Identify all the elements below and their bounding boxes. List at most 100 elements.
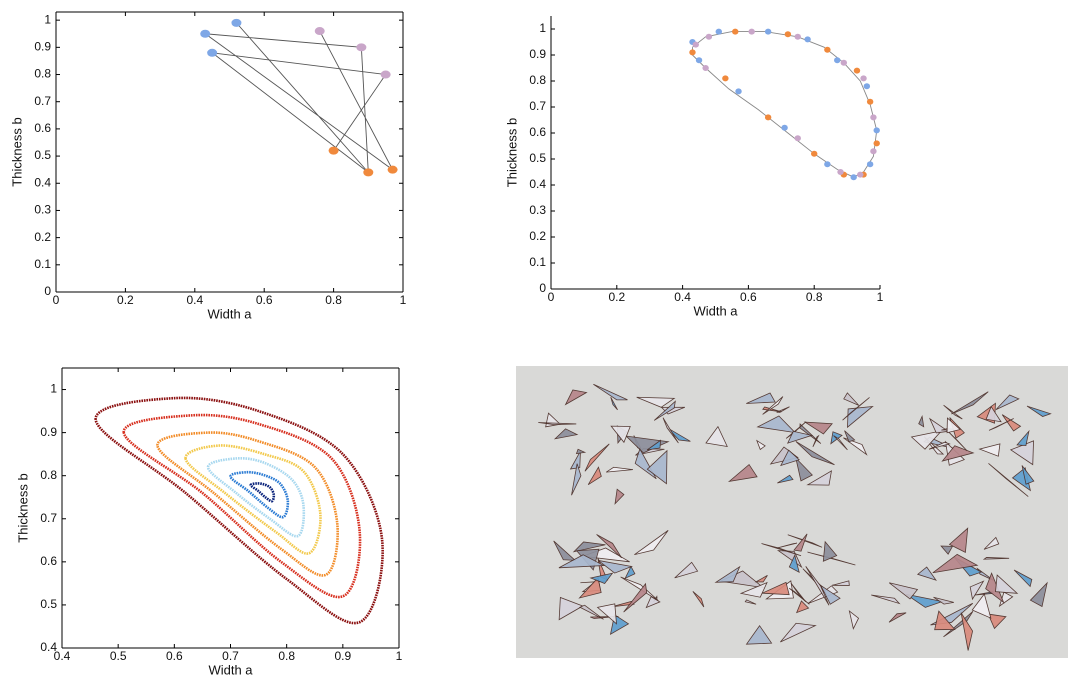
y-tick-label: 0 [44, 284, 51, 298]
photo-facet [933, 596, 954, 605]
photo-facet [692, 591, 705, 608]
photo-facet [744, 599, 757, 605]
photo-facet [969, 580, 985, 601]
y-tick-label: 0.1 [529, 255, 546, 269]
photo-facet [819, 584, 841, 605]
point [764, 114, 772, 121]
point [870, 148, 877, 155]
photo-facet [569, 450, 581, 470]
point [380, 70, 391, 79]
photo-facet [960, 612, 974, 651]
photo-facet [1029, 581, 1048, 608]
y-tick-label: 0.7 [40, 511, 57, 525]
curve [94, 396, 384, 625]
photo-facet [636, 396, 676, 408]
y-tick-label: 0.7 [529, 99, 546, 113]
photo-facet [844, 430, 856, 443]
photo-facet [571, 463, 582, 496]
point [784, 31, 792, 38]
photo-facet [982, 557, 1010, 560]
photo-facet [564, 389, 588, 406]
y-axis-label: Thickness b [15, 473, 30, 542]
x-tick-label: 0.9 [334, 649, 351, 663]
point [748, 28, 755, 35]
x-tick-label: 0.2 [608, 290, 625, 304]
point [695, 57, 703, 64]
photo-facet [988, 418, 1014, 431]
y-tick-label: 1 [50, 382, 57, 396]
point [834, 57, 841, 64]
y-tick-label: 0.5 [40, 597, 57, 611]
y-tick-label: 0.8 [34, 67, 51, 81]
point [356, 43, 367, 52]
photo-facet [988, 463, 1029, 497]
point [873, 127, 880, 134]
x-tick-label: 0 [548, 290, 555, 304]
y-tick-label: 0.2 [529, 229, 546, 243]
point [715, 28, 722, 35]
photo-facet [538, 422, 577, 426]
photo-facet [558, 596, 584, 621]
photo-facet [762, 406, 782, 413]
x-tick-label: 0.4 [186, 293, 203, 307]
photo-facet [780, 622, 817, 643]
photo-facet [558, 554, 606, 569]
x-tick-label: 0.6 [166, 649, 183, 663]
chart: 0 0.2 0.4 0.6 0.8 1 0 0.1 0.2 0.3 0.4 0.5 0.6 0.7 0.8 0… [504, 16, 884, 318]
photo-facet [928, 441, 951, 450]
photo-facet [553, 428, 579, 440]
photo-facet [788, 554, 800, 573]
point [837, 169, 844, 175]
photo-facet [787, 430, 814, 444]
y-tick-label: 0.3 [529, 203, 546, 217]
point [811, 150, 818, 157]
photo-facet [934, 610, 956, 631]
y-tick-label: 0.8 [40, 468, 57, 482]
photo-facet [1016, 429, 1030, 447]
chart: 0.4 0.5 0.6 0.7 0.8 0.9 1 0.4 0.5 0.6 0.7 0.8 0.9 1 Wi… [15, 367, 403, 677]
photo-facet [756, 439, 766, 451]
photo-facet [812, 434, 820, 448]
x-tick-label: 1 [396, 649, 403, 663]
photo-facet [777, 474, 794, 484]
photo-facet [761, 543, 802, 557]
curve [206, 456, 306, 538]
point [824, 161, 831, 168]
photo-facet [756, 415, 797, 434]
point [824, 46, 831, 53]
y-tick-label: 0.7 [34, 94, 51, 108]
photo-facet [888, 582, 919, 600]
photo-facet [614, 488, 625, 505]
photo-facet [596, 534, 622, 559]
y-tick-label: 1 [539, 21, 546, 35]
photo-facet [739, 581, 768, 598]
point [794, 135, 801, 142]
x-tick-label: 0.6 [740, 290, 757, 304]
x-tick-label: 1 [877, 290, 884, 304]
photo-facet [888, 612, 907, 623]
x-tick-label: 0.4 [54, 649, 71, 663]
x-tick-label: 0.6 [256, 293, 273, 307]
point [314, 27, 325, 36]
point [732, 28, 739, 35]
y-axis-label: Thickness b [504, 118, 519, 187]
photo-facet [572, 541, 606, 553]
y-tick-label: 0.8 [529, 73, 546, 87]
photo [516, 366, 1068, 658]
photo-facet [995, 574, 1019, 594]
point [722, 75, 729, 82]
point [866, 98, 874, 105]
y-tick-label: 0.6 [34, 121, 51, 135]
curve [184, 444, 322, 555]
chart: 0 0.2 0.4 0.6 0.8 1 0 0.1 0.2 0.3 0.4 0.5 0.6 0.7 0.8 0… [9, 11, 407, 321]
x-tick-label: 0.7 [222, 649, 239, 663]
photo-facet [705, 425, 728, 447]
y-tick-label: 0.2 [34, 230, 51, 244]
point [705, 33, 713, 40]
x-tick-label: 0.5 [110, 649, 127, 663]
photo-facet [946, 429, 968, 452]
photo-facet [578, 576, 602, 599]
point [702, 65, 709, 71]
photo-facet [793, 533, 808, 552]
